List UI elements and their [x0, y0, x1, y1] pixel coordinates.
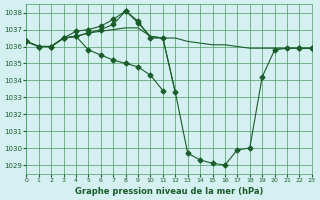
X-axis label: Graphe pression niveau de la mer (hPa): Graphe pression niveau de la mer (hPa) — [75, 187, 263, 196]
